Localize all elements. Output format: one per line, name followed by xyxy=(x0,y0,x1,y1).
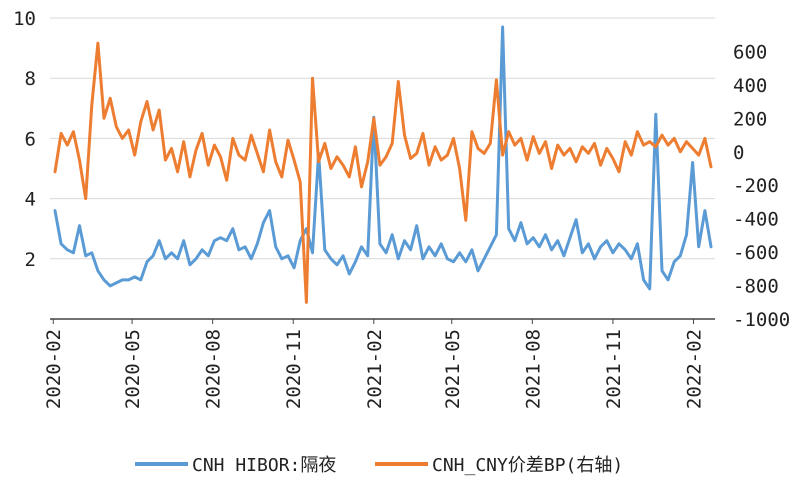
right-axis-ticks: 600 400 200 0 -200 -400 -600 -800 -1000 xyxy=(733,41,790,331)
right-tick-label: 400 xyxy=(733,75,767,97)
right-tick-label: -1000 xyxy=(733,309,790,331)
left-tick-label: 8 xyxy=(25,68,36,90)
left-tick-label: 10 xyxy=(13,8,36,30)
legend-label-spread: CNH_CNY价差BP(右轴) xyxy=(432,455,623,476)
left-tick-label: 4 xyxy=(25,189,36,211)
series-line-hibor xyxy=(53,25,713,291)
x-tick-label: 2020-02 xyxy=(43,329,65,409)
right-tick-label: 600 xyxy=(733,41,767,63)
right-tick-label: -200 xyxy=(733,175,779,197)
grid xyxy=(50,17,715,260)
x-tick-label: 2021-08 xyxy=(522,329,544,409)
legend: CNH HIBOR:隔夜 CNH_CNY价差BP(右轴) xyxy=(135,455,623,476)
x-tick-label: 2021-05 xyxy=(442,329,464,409)
x-tick-label: 2020-08 xyxy=(203,329,225,409)
right-tick-label: 0 xyxy=(733,142,744,164)
series-layer xyxy=(53,25,713,304)
x-tick-label: 2021-11 xyxy=(603,329,625,409)
legend-label-hibor: CNH HIBOR:隔夜 xyxy=(192,455,336,476)
x-tick-label: 2022-02 xyxy=(683,329,705,409)
left-tick-label: 6 xyxy=(25,128,36,150)
right-tick-label: 200 xyxy=(733,108,767,130)
series-line-spread xyxy=(53,41,713,304)
x-tick-label: 2020-05 xyxy=(122,329,144,409)
x-axis-ticks: 2020-02 2020-05 2020-08 2020-11 2021-02 2021-… xyxy=(43,319,705,409)
right-tick-label: -400 xyxy=(733,209,779,231)
right-tick-label: -600 xyxy=(733,242,779,264)
x-tick-label: 2021-02 xyxy=(364,329,386,409)
x-tick-label: 2020-11 xyxy=(283,329,305,409)
right-tick-label: -800 xyxy=(733,276,779,298)
left-tick-label: 2 xyxy=(25,249,36,271)
left-axis-ticks: 10 8 6 4 2 xyxy=(13,8,36,271)
